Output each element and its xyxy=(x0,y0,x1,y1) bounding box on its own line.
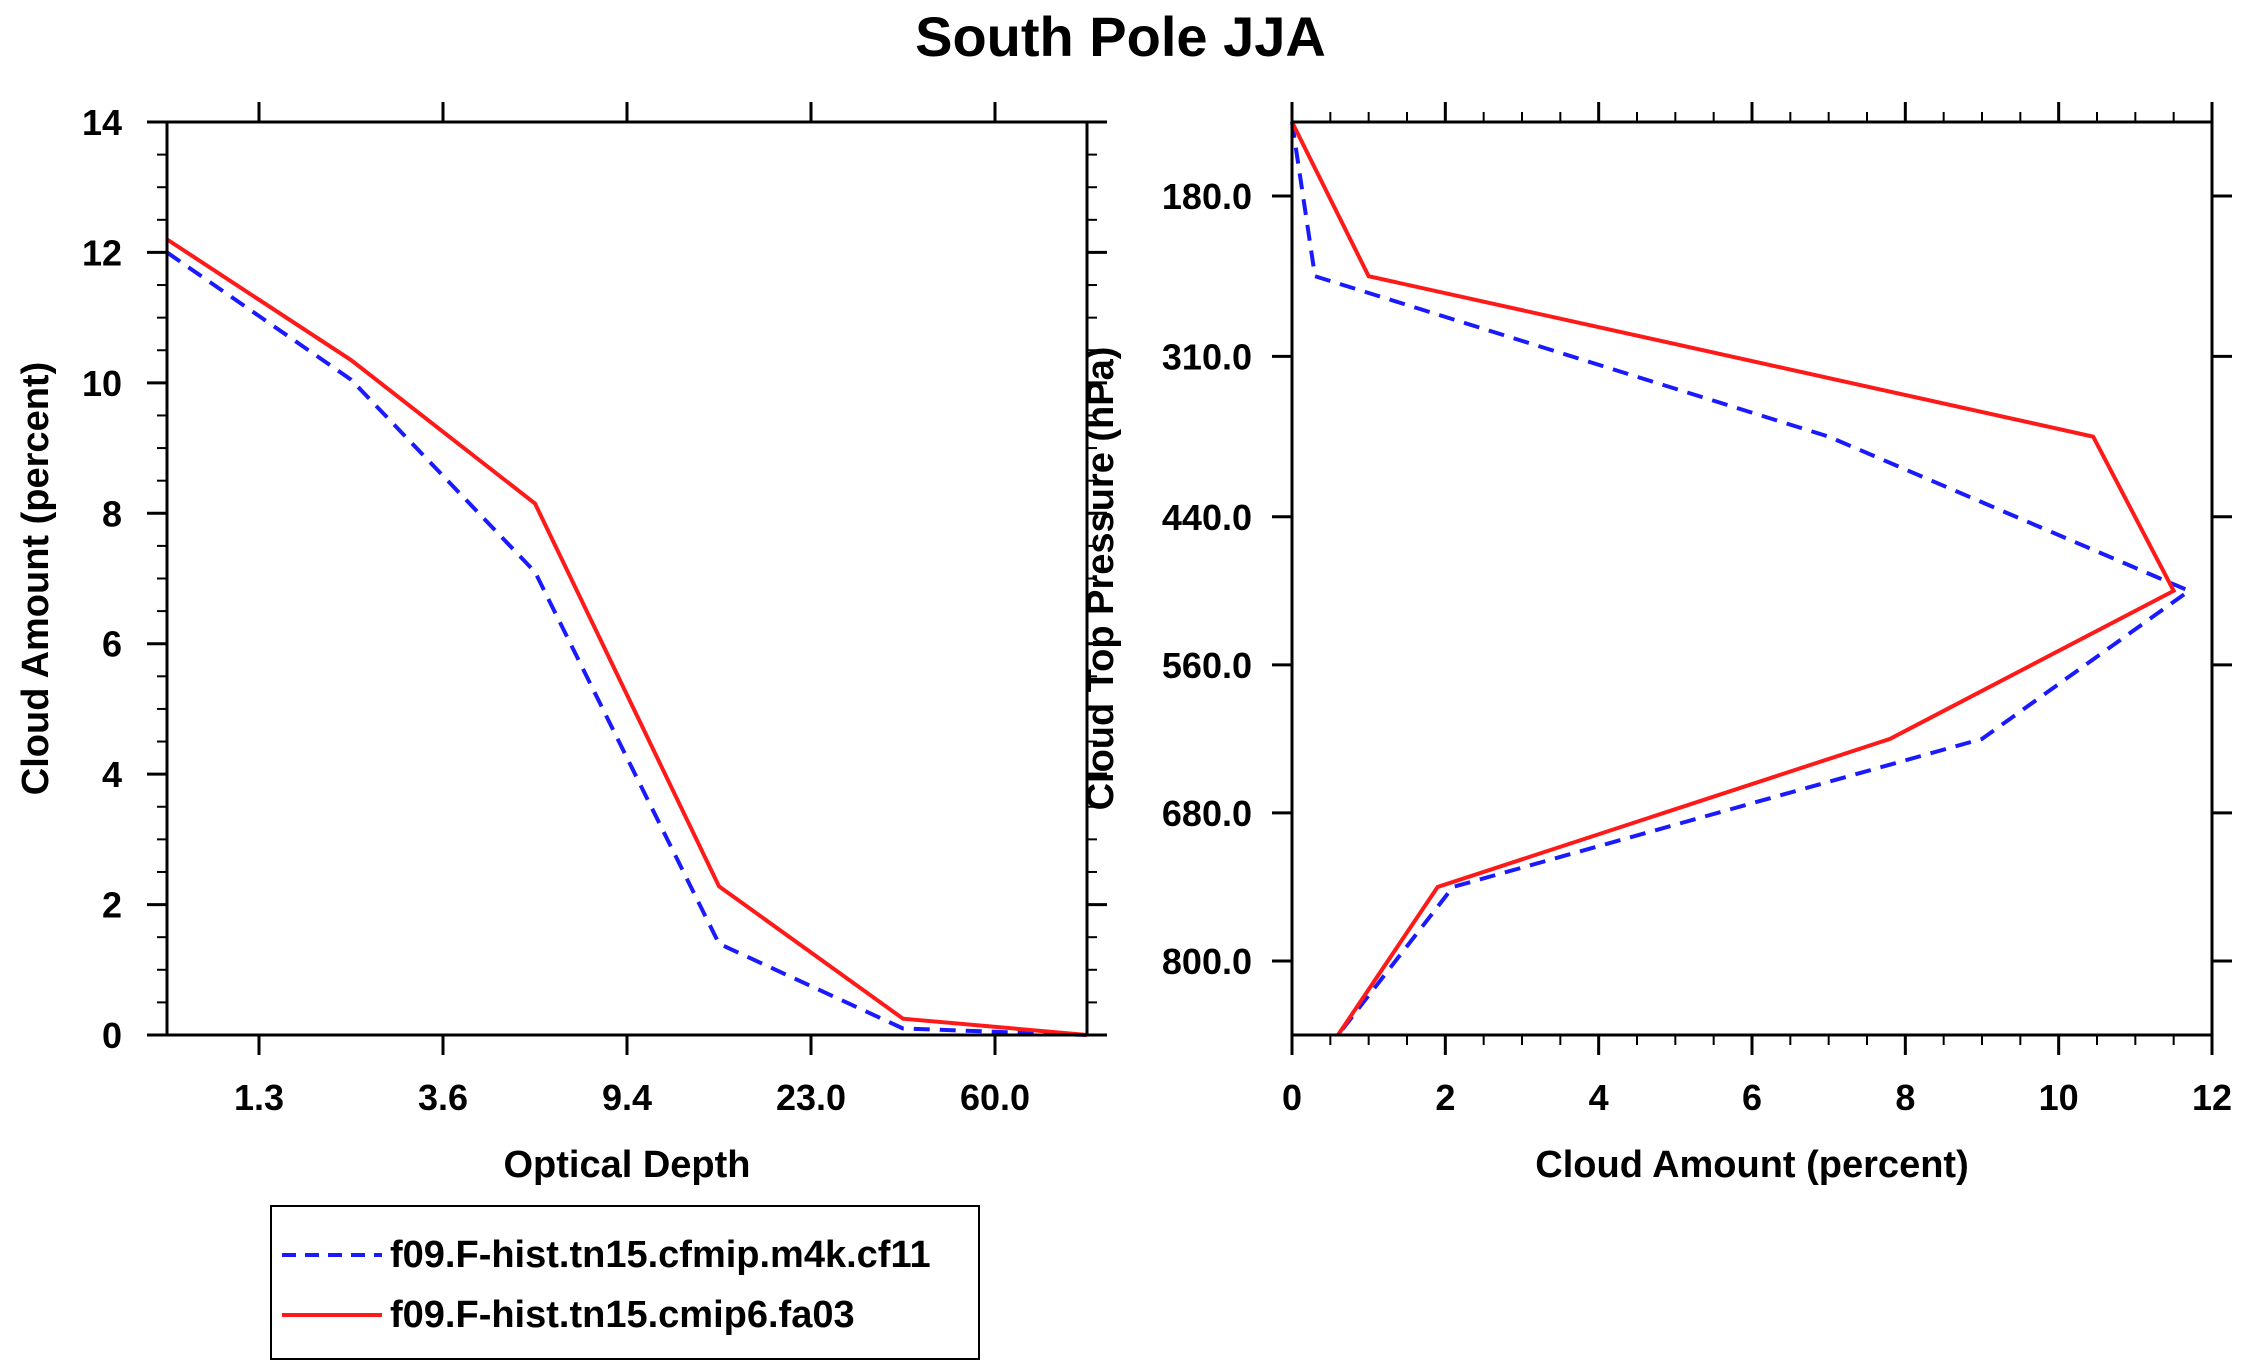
right-series-line-1 xyxy=(1290,121,2194,1037)
right-y-tick-label: 180.0 xyxy=(1162,176,1252,217)
left-y-tick-label: 14 xyxy=(82,102,122,143)
right-series-line-2 xyxy=(1290,121,2177,1037)
right-x-tick-label: 4 xyxy=(1589,1077,1609,1118)
left-plot-frame xyxy=(165,120,1089,1037)
left-y-tick-label: 0 xyxy=(102,1015,122,1056)
left-y-tick-label: 6 xyxy=(102,624,122,665)
left-x-tick-label: 3.6 xyxy=(418,1077,468,1118)
page-title: South Pole JJA xyxy=(915,5,1326,68)
right-series-lines xyxy=(1290,121,2194,1037)
left-x-tick-label: 23.0 xyxy=(776,1077,846,1118)
right-axis-ticks xyxy=(1272,102,2232,1055)
legend-label-2: f09.F-hist.tn15.cmip6.fa03 xyxy=(390,1293,855,1336)
right-x-tick-label: 12 xyxy=(2192,1077,2232,1118)
left-series-line-2 xyxy=(165,237,1088,1037)
left-tick-labels: 0 2 4 6 8 10 12 14 1.3 3.6 9.4 23.0 60.0 xyxy=(82,102,1030,1118)
left-panel-optical-depth: 0 2 4 6 8 10 12 14 1.3 3.6 9.4 23.0 60.0 Optical Dep… xyxy=(15,102,1107,1186)
right-x-axis-title: Cloud Amount (percent) xyxy=(1535,1144,1968,1186)
right-x-tick-label: 8 xyxy=(1895,1077,1915,1118)
left-y-tick-label: 2 xyxy=(102,885,122,926)
legend-entry-1: f09.F-hist.tn15.cfmip.m4k.cf11 xyxy=(272,1225,931,1285)
left-x-tick-label: 1.3 xyxy=(234,1077,284,1118)
legend-label-1: f09.F-hist.tn15.cfmip.m4k.cf11 xyxy=(390,1233,931,1276)
left-y-tick-label: 12 xyxy=(82,232,122,273)
legend: f09.F-hist.tn15.cfmip.m4k.cf11 f09.F-his… xyxy=(270,1205,980,1360)
left-y-axis-title: Cloud Amount (percent) xyxy=(15,362,57,795)
left-x-axis-title: Optical Depth xyxy=(503,1144,750,1186)
left-x-tick-label: 9.4 xyxy=(602,1077,652,1118)
left-series-line-1 xyxy=(165,250,1088,1037)
legend-entry-2: f09.F-hist.tn15.cmip6.fa03 xyxy=(272,1285,855,1345)
right-tick-labels: 0 2 4 6 8 10 12 180.0 310.0 440.0 560.0 680.0 800.0 xyxy=(1162,176,2232,1118)
right-y-tick-label: 800.0 xyxy=(1162,941,1252,982)
left-x-tick-label: 60.0 xyxy=(960,1077,1030,1118)
left-y-tick-label: 4 xyxy=(102,754,122,795)
right-y-tick-label: 310.0 xyxy=(1162,336,1252,377)
right-y-tick-label: 440.0 xyxy=(1162,497,1252,538)
right-x-tick-label: 2 xyxy=(1435,1077,1455,1118)
legend-swatch-solid xyxy=(282,1313,382,1317)
left-y-tick-label: 10 xyxy=(82,363,122,404)
right-plot-frame xyxy=(1290,120,2214,1037)
right-panel-cloud-top-pressure: 0 2 4 6 8 10 12180.0310.0440.0560.0680.0800.0 … xyxy=(1080,102,2232,1186)
left-series-lines xyxy=(165,237,1088,1037)
right-x-tick-label: 0 xyxy=(1282,1077,1302,1118)
right-y-axis-title: Cloud Top Pressure (hPa) xyxy=(1080,347,1122,811)
right-y-tick-label: 680.0 xyxy=(1162,793,1252,834)
left-y-tick-label: 8 xyxy=(102,493,122,534)
right-x-tick-label: 6 xyxy=(1742,1077,1762,1118)
right-x-tick-label: 10 xyxy=(2039,1077,2079,1118)
left-axis-ticks xyxy=(147,102,1107,1055)
legend-swatch-dashed xyxy=(282,1253,382,1257)
right-y-tick-label: 560.0 xyxy=(1162,645,1252,686)
